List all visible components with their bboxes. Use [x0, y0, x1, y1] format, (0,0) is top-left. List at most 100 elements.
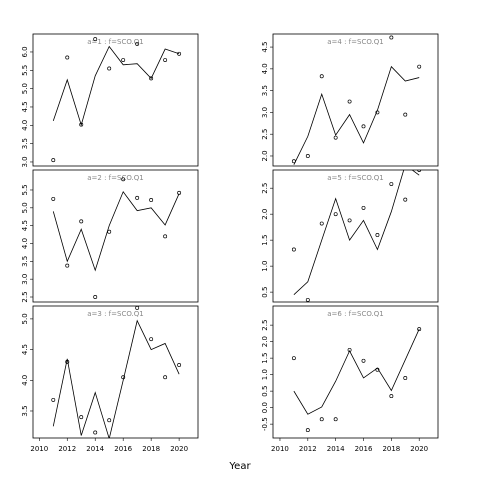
observed-point — [135, 195, 140, 200]
panel-title: a=6 : f=SCO.Q1 — [327, 310, 384, 318]
y-tick-label: 3.5 — [21, 405, 29, 416]
observed-point — [305, 428, 310, 433]
observed-point — [107, 418, 112, 423]
observed-point — [93, 295, 98, 299]
y-tick-label: 3.5 — [21, 256, 29, 267]
observed-point — [389, 35, 394, 40]
observed-point — [107, 66, 112, 71]
panel-frame — [272, 169, 439, 303]
observed-point — [403, 197, 408, 202]
observed-point — [177, 362, 182, 367]
x-tick-label: 2020 — [170, 445, 188, 453]
panel-title: a=1 : f=SCO.Q1 — [87, 38, 144, 46]
y-tick-label: 1.0 — [261, 369, 269, 380]
x-tick-label: 2010 — [30, 445, 48, 453]
x-tick-label: 2010 — [271, 445, 289, 453]
observed-point — [65, 263, 70, 268]
observed-point — [291, 247, 296, 252]
y-tick-label: 5.5 — [21, 65, 29, 76]
observed-point — [51, 397, 56, 402]
observed-point — [375, 367, 380, 372]
y-tick-label: 1.0 — [261, 261, 269, 272]
observed-point — [333, 212, 338, 217]
observed-point — [305, 297, 310, 302]
observed-point — [361, 358, 366, 363]
y-tick-label: 1.5 — [261, 235, 269, 246]
panel: a=6 : f=SCO.Q1 -0.5 0.0 0.5 1.0 1.5 2.0 2.5 2010… — [261, 305, 439, 453]
observed-point — [65, 359, 70, 364]
observed-point — [135, 41, 140, 46]
fitted-line — [293, 65, 420, 165]
observed-point — [93, 37, 98, 42]
y-tick-label: 4.5 — [21, 344, 29, 355]
x-tick-label: 2018 — [142, 445, 160, 453]
panel-frame — [32, 169, 199, 303]
y-tick-label: 2.5 — [21, 291, 29, 302]
x-tick-label: 2012 — [58, 445, 76, 453]
observed-point — [403, 112, 408, 117]
y-tick-label: 2.5 — [261, 183, 269, 194]
y-tick-label: 4.5 — [261, 41, 269, 52]
y-tick-label: 0.5 — [261, 386, 269, 397]
fitted-line — [293, 328, 420, 415]
y-tick-label: 3.5 — [261, 85, 269, 96]
observed-point — [107, 229, 112, 234]
observed-point — [305, 154, 310, 158]
y-tick-label: 0.0 — [261, 402, 269, 413]
y-tick-label: 3.5 — [21, 138, 29, 149]
y-tick-label: 2.0 — [261, 336, 269, 347]
observed-point — [121, 375, 126, 380]
fitted-line — [52, 319, 180, 438]
panel-frame — [272, 33, 439, 167]
x-tick-label: 2014 — [86, 445, 104, 453]
observed-point — [333, 417, 338, 422]
fitted-line — [293, 170, 420, 296]
x-tick-label: 2012 — [299, 445, 317, 453]
plot-area — [51, 306, 182, 438]
plot-area — [291, 35, 422, 165]
fitted-line — [52, 45, 180, 127]
panel-title: a=5 : f=SCO.Q1 — [327, 174, 384, 182]
plot-area — [51, 37, 182, 163]
observed-point — [319, 221, 324, 226]
observed-point — [319, 417, 324, 422]
x-tick-label: 2014 — [327, 445, 345, 453]
y-tick-label: 5.0 — [21, 202, 29, 213]
y-tick-label: 5.0 — [21, 83, 29, 94]
y-tick-label: 2.0 — [261, 209, 269, 220]
panel: a=4 : f=SCO.Q1 2.0 2.5 3.0 3.5 4.0 4.5 — [261, 33, 439, 167]
plot-area — [291, 170, 422, 302]
observed-point — [121, 58, 126, 62]
y-tick-label: 3.0 — [21, 274, 29, 285]
x-tick-label: 2016 — [114, 445, 132, 453]
panel-title: a=3 : f=SCO.Q1 — [87, 310, 144, 318]
y-tick-label: 2.0 — [261, 150, 269, 161]
observed-point — [163, 234, 168, 239]
observed-point — [177, 190, 182, 195]
y-tick-label: 4.5 — [21, 101, 29, 112]
observed-point — [163, 375, 168, 380]
y-tick-label: 4.0 — [21, 238, 29, 249]
x-tick-label: 2020 — [410, 445, 428, 453]
y-tick-label: 4.0 — [21, 120, 29, 131]
y-tick-label: 4.5 — [21, 220, 29, 231]
panel: a=1 : f=SCO.Q1 3.0 3.5 4.0 4.5 5.0 5.5 6.0 — [21, 33, 199, 168]
observed-point — [149, 198, 154, 202]
plot-area — [291, 327, 422, 433]
observed-point — [375, 233, 380, 237]
observed-point — [347, 347, 352, 352]
y-tick-label: -0.5 — [261, 417, 269, 431]
observed-point — [79, 415, 84, 420]
fitted-line — [52, 190, 180, 272]
panel-title: a=4 : f=SCO.Q1 — [327, 38, 384, 46]
y-tick-label: 3.0 — [261, 107, 269, 118]
observed-point — [333, 135, 338, 140]
observed-point — [79, 219, 84, 224]
plot-area — [51, 177, 182, 299]
observed-point — [51, 196, 56, 201]
x-tick-label: 2018 — [382, 445, 400, 453]
observed-point — [403, 375, 408, 380]
observed-point — [121, 177, 126, 182]
